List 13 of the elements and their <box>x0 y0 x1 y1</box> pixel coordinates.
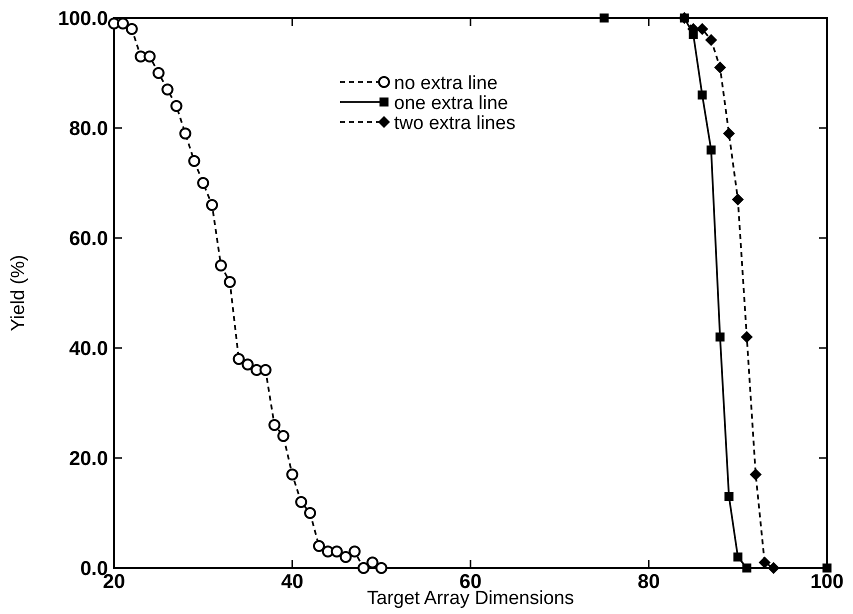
legend-label: two extra lines <box>394 113 516 134</box>
y-tick-label: 60.0 <box>69 228 108 250</box>
legend-label: no extra line <box>394 73 498 94</box>
y-tick-label: 40.0 <box>69 338 108 360</box>
y-tick-label: 20.0 <box>69 448 108 470</box>
y-tick-label: 80.0 <box>69 118 108 140</box>
legend-label: one extra line <box>394 93 508 114</box>
x-tick-label: 40 <box>281 571 304 593</box>
y-tick-label: 100.0 <box>58 8 108 30</box>
x-tick-label: 80 <box>638 571 660 593</box>
x-tick-label: 100 <box>810 571 844 593</box>
y-axis-title: Yield (%) <box>8 254 29 332</box>
x-axis-title: Target Array Dimensions <box>367 588 574 609</box>
